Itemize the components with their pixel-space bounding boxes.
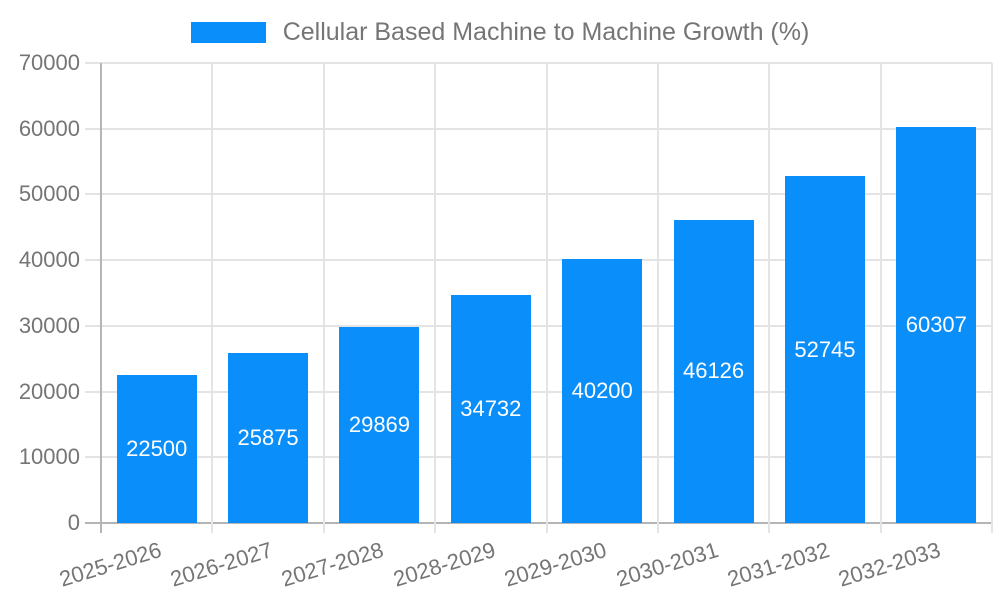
gridline-vertical	[879, 63, 882, 533]
legend-swatch-icon	[190, 21, 266, 43]
gridline-horizontal	[85, 193, 992, 196]
y-axis-tick-label: 70000	[18, 50, 80, 75]
bar-value-label: 52745	[794, 336, 856, 362]
plot-area: 0 10000 20000 30000 40000 50000 60000 70000 2250…	[19, 50, 993, 592]
x-axis-tick-label: 2025-2026	[56, 537, 164, 592]
x-axis-line	[85, 522, 992, 524]
y-axis-tick-label: 60000	[18, 115, 80, 141]
x-axis-tick-label: 2032-2033	[835, 537, 944, 592]
x-axis-tick-label: 2027-2028	[278, 537, 387, 592]
y-axis-tick-label: 30000	[18, 312, 80, 338]
bar-value-label: 22500	[126, 436, 188, 462]
bar[interactable]: 29869	[339, 326, 420, 523]
gridline-vertical	[322, 63, 325, 533]
x-axis-tick-label: 2028-2029	[390, 537, 499, 592]
y-axis-tick-label: 50000	[18, 181, 80, 207]
x-axis-tick-label: 2031-2032	[724, 537, 833, 592]
gridline-horizontal	[85, 259, 992, 262]
gridline-vertical	[768, 63, 771, 533]
x-axis-tick-label: 2029-2030	[501, 537, 610, 592]
y-axis-line	[100, 63, 102, 533]
gridline-horizontal	[85, 62, 992, 64]
gridline-horizontal	[85, 456, 992, 459]
gridline-horizontal	[85, 324, 992, 327]
bar[interactable]: 22500	[116, 375, 197, 523]
y-axis-tick-label: 40000	[18, 247, 80, 273]
x-axis-tick-label: 2026-2027	[167, 537, 276, 592]
gridline-vertical	[434, 63, 437, 533]
bar[interactable]: 52745	[784, 176, 865, 523]
gridline-vertical	[545, 63, 548, 533]
bar-value-label: 29869	[348, 411, 411, 437]
bar[interactable]: 40200	[562, 258, 643, 523]
bar[interactable]: 46126	[673, 219, 754, 523]
bar-value-label: 46126	[682, 358, 745, 384]
bar[interactable]: 60307	[896, 126, 977, 523]
bar-value-label: 34732	[460, 395, 522, 421]
y-axis-tick-label: 20000	[18, 378, 80, 404]
bar[interactable]: 25875	[228, 352, 309, 523]
gridline-horizontal	[85, 390, 992, 393]
bar[interactable]: 34732	[450, 294, 531, 523]
gridline-vertical	[211, 63, 214, 533]
legend: Cellular Based Machine to Machine Growth…	[0, 18, 1000, 46]
legend-label: Cellular Based Machine to Machine Growth…	[282, 18, 810, 46]
gridline-horizontal	[85, 127, 992, 130]
gridline-vertical	[656, 63, 659, 533]
bar-value-label: 25875	[237, 424, 299, 450]
y-axis-tick-label: 0	[67, 510, 80, 535]
gridline-vertical	[991, 63, 993, 533]
bar-value-label: 40200	[571, 377, 633, 403]
y-axis-tick-label: 10000	[18, 444, 80, 470]
x-axis-tick-label: 2030-2031	[612, 537, 721, 592]
bar-value-label: 60307	[905, 311, 967, 337]
